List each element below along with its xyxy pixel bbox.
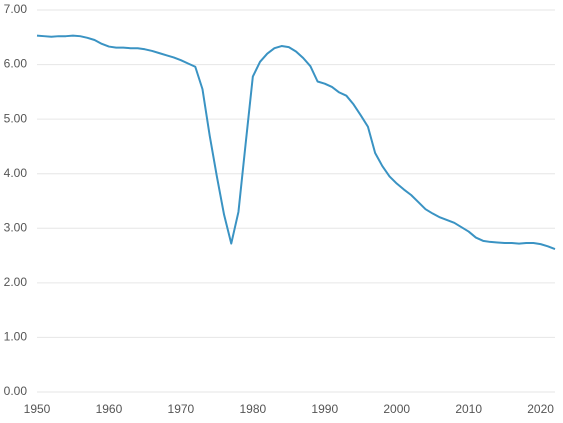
x-tick-label: 1950	[24, 402, 51, 416]
x-tick-label: 1960	[96, 402, 123, 416]
y-tick-label: 1.00	[4, 330, 28, 344]
y-tick-label: 4.00	[4, 166, 28, 180]
x-tick-label: 2020	[527, 402, 554, 416]
x-tick-label: 2000	[383, 402, 410, 416]
y-tick-label: 0.00	[4, 384, 28, 398]
y-tick-label: 5.00	[4, 111, 28, 125]
y-tick-label: 6.00	[4, 57, 28, 71]
y-tick-label: 2.00	[4, 275, 28, 289]
x-tick-label: 2010	[455, 402, 482, 416]
y-tick-label: 3.00	[4, 220, 28, 234]
x-tick-label: 1990	[311, 402, 338, 416]
x-tick-label: 1980	[239, 402, 266, 416]
x-tick-label: 1970	[168, 402, 195, 416]
y-tick-label: 7.00	[4, 2, 28, 16]
data-line	[36, 34, 556, 250]
